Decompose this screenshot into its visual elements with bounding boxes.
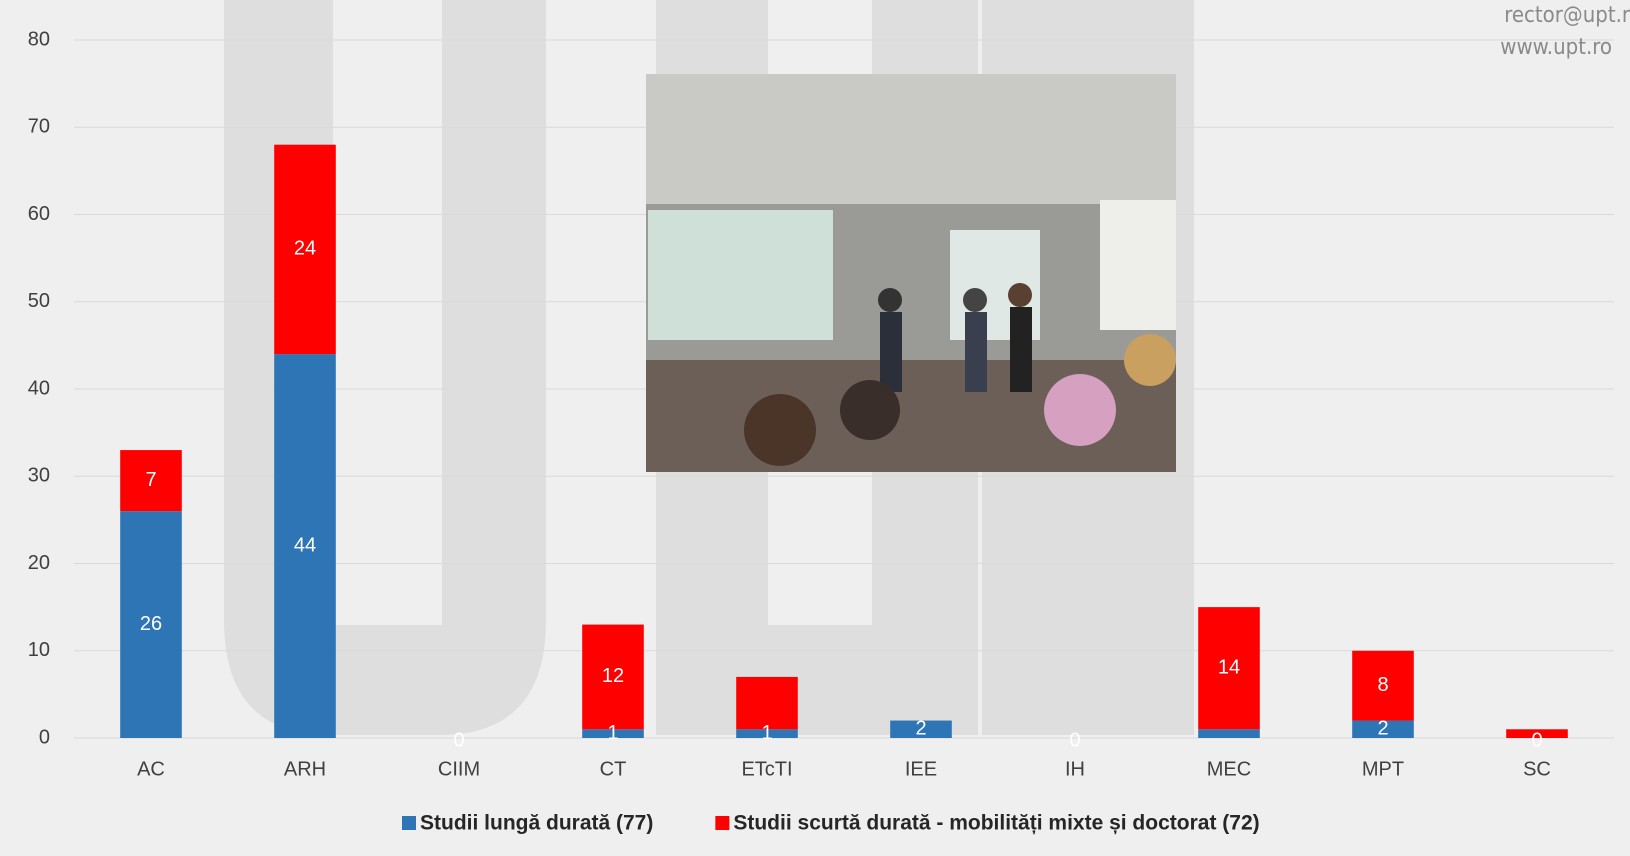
y-tick-label: 0 [39,726,50,748]
bar-segment [274,144,336,355]
y-tick-label: 30 [28,465,50,487]
bar-segment [736,676,798,730]
value-label: 44 [294,534,316,556]
value-label: 24 [294,238,316,260]
legend-swatch [715,816,730,830]
watermark-email: rector@upt.r [1504,3,1630,28]
value-label: 14 [1218,656,1240,678]
bar-segment [1506,729,1568,738]
y-tick-label: 60 [28,203,50,225]
value-label: 1 [761,722,772,744]
value-label: 26 [140,613,162,635]
x-tick-label: SC [1523,758,1551,780]
x-tick-label: CIIM [438,758,480,780]
bar-segment [582,729,644,738]
bar-segment [582,624,644,730]
x-tick-label: MPT [1362,758,1404,780]
x-tick-label: AC [137,758,165,780]
photo [646,74,1176,472]
value-label: 12 [602,665,624,687]
legend-swatch [402,816,416,830]
x-tick-label: ARH [284,758,326,780]
y-tick-label: 40 [28,377,50,399]
bars [120,144,1568,738]
y-tick-label: 70 [28,116,50,138]
y-tick-label: 80 [28,28,50,50]
value-label: 2 [915,718,926,740]
legend-label: Studii scurtă durată - mobilități mixte … [733,812,1259,835]
bar-segment [120,450,182,512]
legend: Studii lungă durată (77) Studii scurtă du… [402,812,1260,835]
y-tick-label: 10 [28,639,50,661]
legend-label: Studii lungă durată (77) [420,812,653,835]
y-tick-label: 20 [28,552,50,574]
bar-segment [1198,607,1260,730]
bar-segment [120,511,182,738]
bar-segment [890,720,952,738]
x-tick-label: IEE [905,758,937,780]
value-label: 0 [453,729,464,751]
bar-segment [274,354,336,738]
x-tick-label: MEC [1207,758,1251,780]
y-tick-label: 50 [28,290,50,312]
bar-segment [736,729,798,738]
bar-segment [1352,650,1414,721]
value-label: 8 [1377,674,1388,696]
x-tick-label: ETcTI [741,758,792,780]
bar-segment [1198,729,1260,738]
value-label: 1 [607,722,618,744]
x-tick-label: CT [600,758,627,780]
value-label: 0 [1069,729,1080,751]
value-label: 7 [145,469,156,491]
bar-segment [1352,720,1414,738]
value-label: 0 [1531,729,1542,751]
value-label: 2 [1377,718,1388,740]
x-tick-label: IH [1065,758,1085,780]
watermark-url: www.upt.ro [1500,35,1612,60]
